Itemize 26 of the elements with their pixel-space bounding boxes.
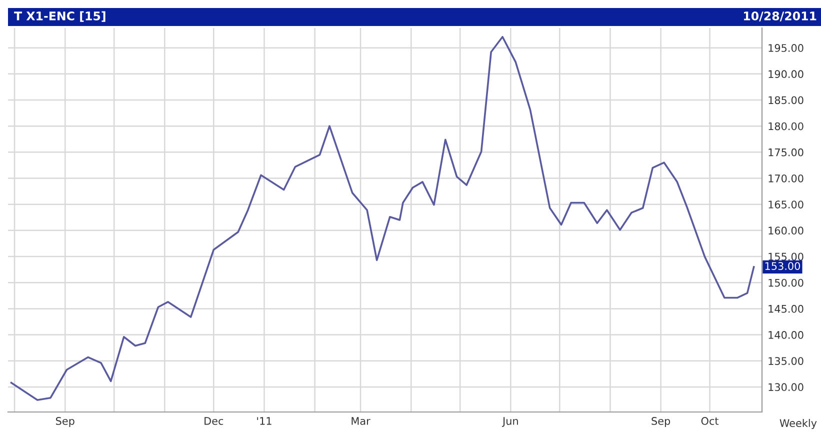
x-tick-label: Dec bbox=[204, 417, 224, 425]
y-tick-label: 165.00 bbox=[768, 200, 804, 208]
y-tick-label: 140.00 bbox=[768, 331, 804, 339]
y-tick-label: 180.00 bbox=[768, 122, 804, 130]
y-tick-label: 195.00 bbox=[768, 44, 804, 52]
y-tick-label: 145.00 bbox=[768, 304, 804, 313]
y-tick-label: 160.00 bbox=[768, 226, 804, 235]
chart-title: T X1-ENC [15] bbox=[14, 11, 106, 22]
text: Weekly bbox=[780, 418, 817, 430]
y-tick-label: 175.00 bbox=[768, 148, 804, 156]
line-series bbox=[10, 36, 755, 401]
y-tick-label: 190.00 bbox=[768, 70, 804, 78]
y-tick-label: 170.00 bbox=[768, 174, 804, 182]
y-tick-label: 185.00 bbox=[768, 96, 804, 104]
y-tick-label: 155.00 bbox=[768, 252, 804, 261]
x-tick-label: Mar bbox=[352, 417, 370, 425]
x-tick-label: Oct bbox=[701, 417, 719, 425]
y-tick-label: 135.00 bbox=[768, 357, 804, 365]
chart-subtitle: 10/28/2011 bbox=[744, 11, 816, 22]
y-tick-label: 130.00 bbox=[768, 383, 804, 392]
annotation: 153.00 bbox=[765, 262, 800, 270]
x-tick-label: '11 bbox=[257, 417, 272, 425]
y-tick-label: 150.00 bbox=[768, 278, 804, 287]
x-tick-label: Sep bbox=[56, 417, 74, 427]
x-tick-label: Sep bbox=[652, 417, 670, 427]
x-tick-label: Jun bbox=[502, 417, 518, 427]
